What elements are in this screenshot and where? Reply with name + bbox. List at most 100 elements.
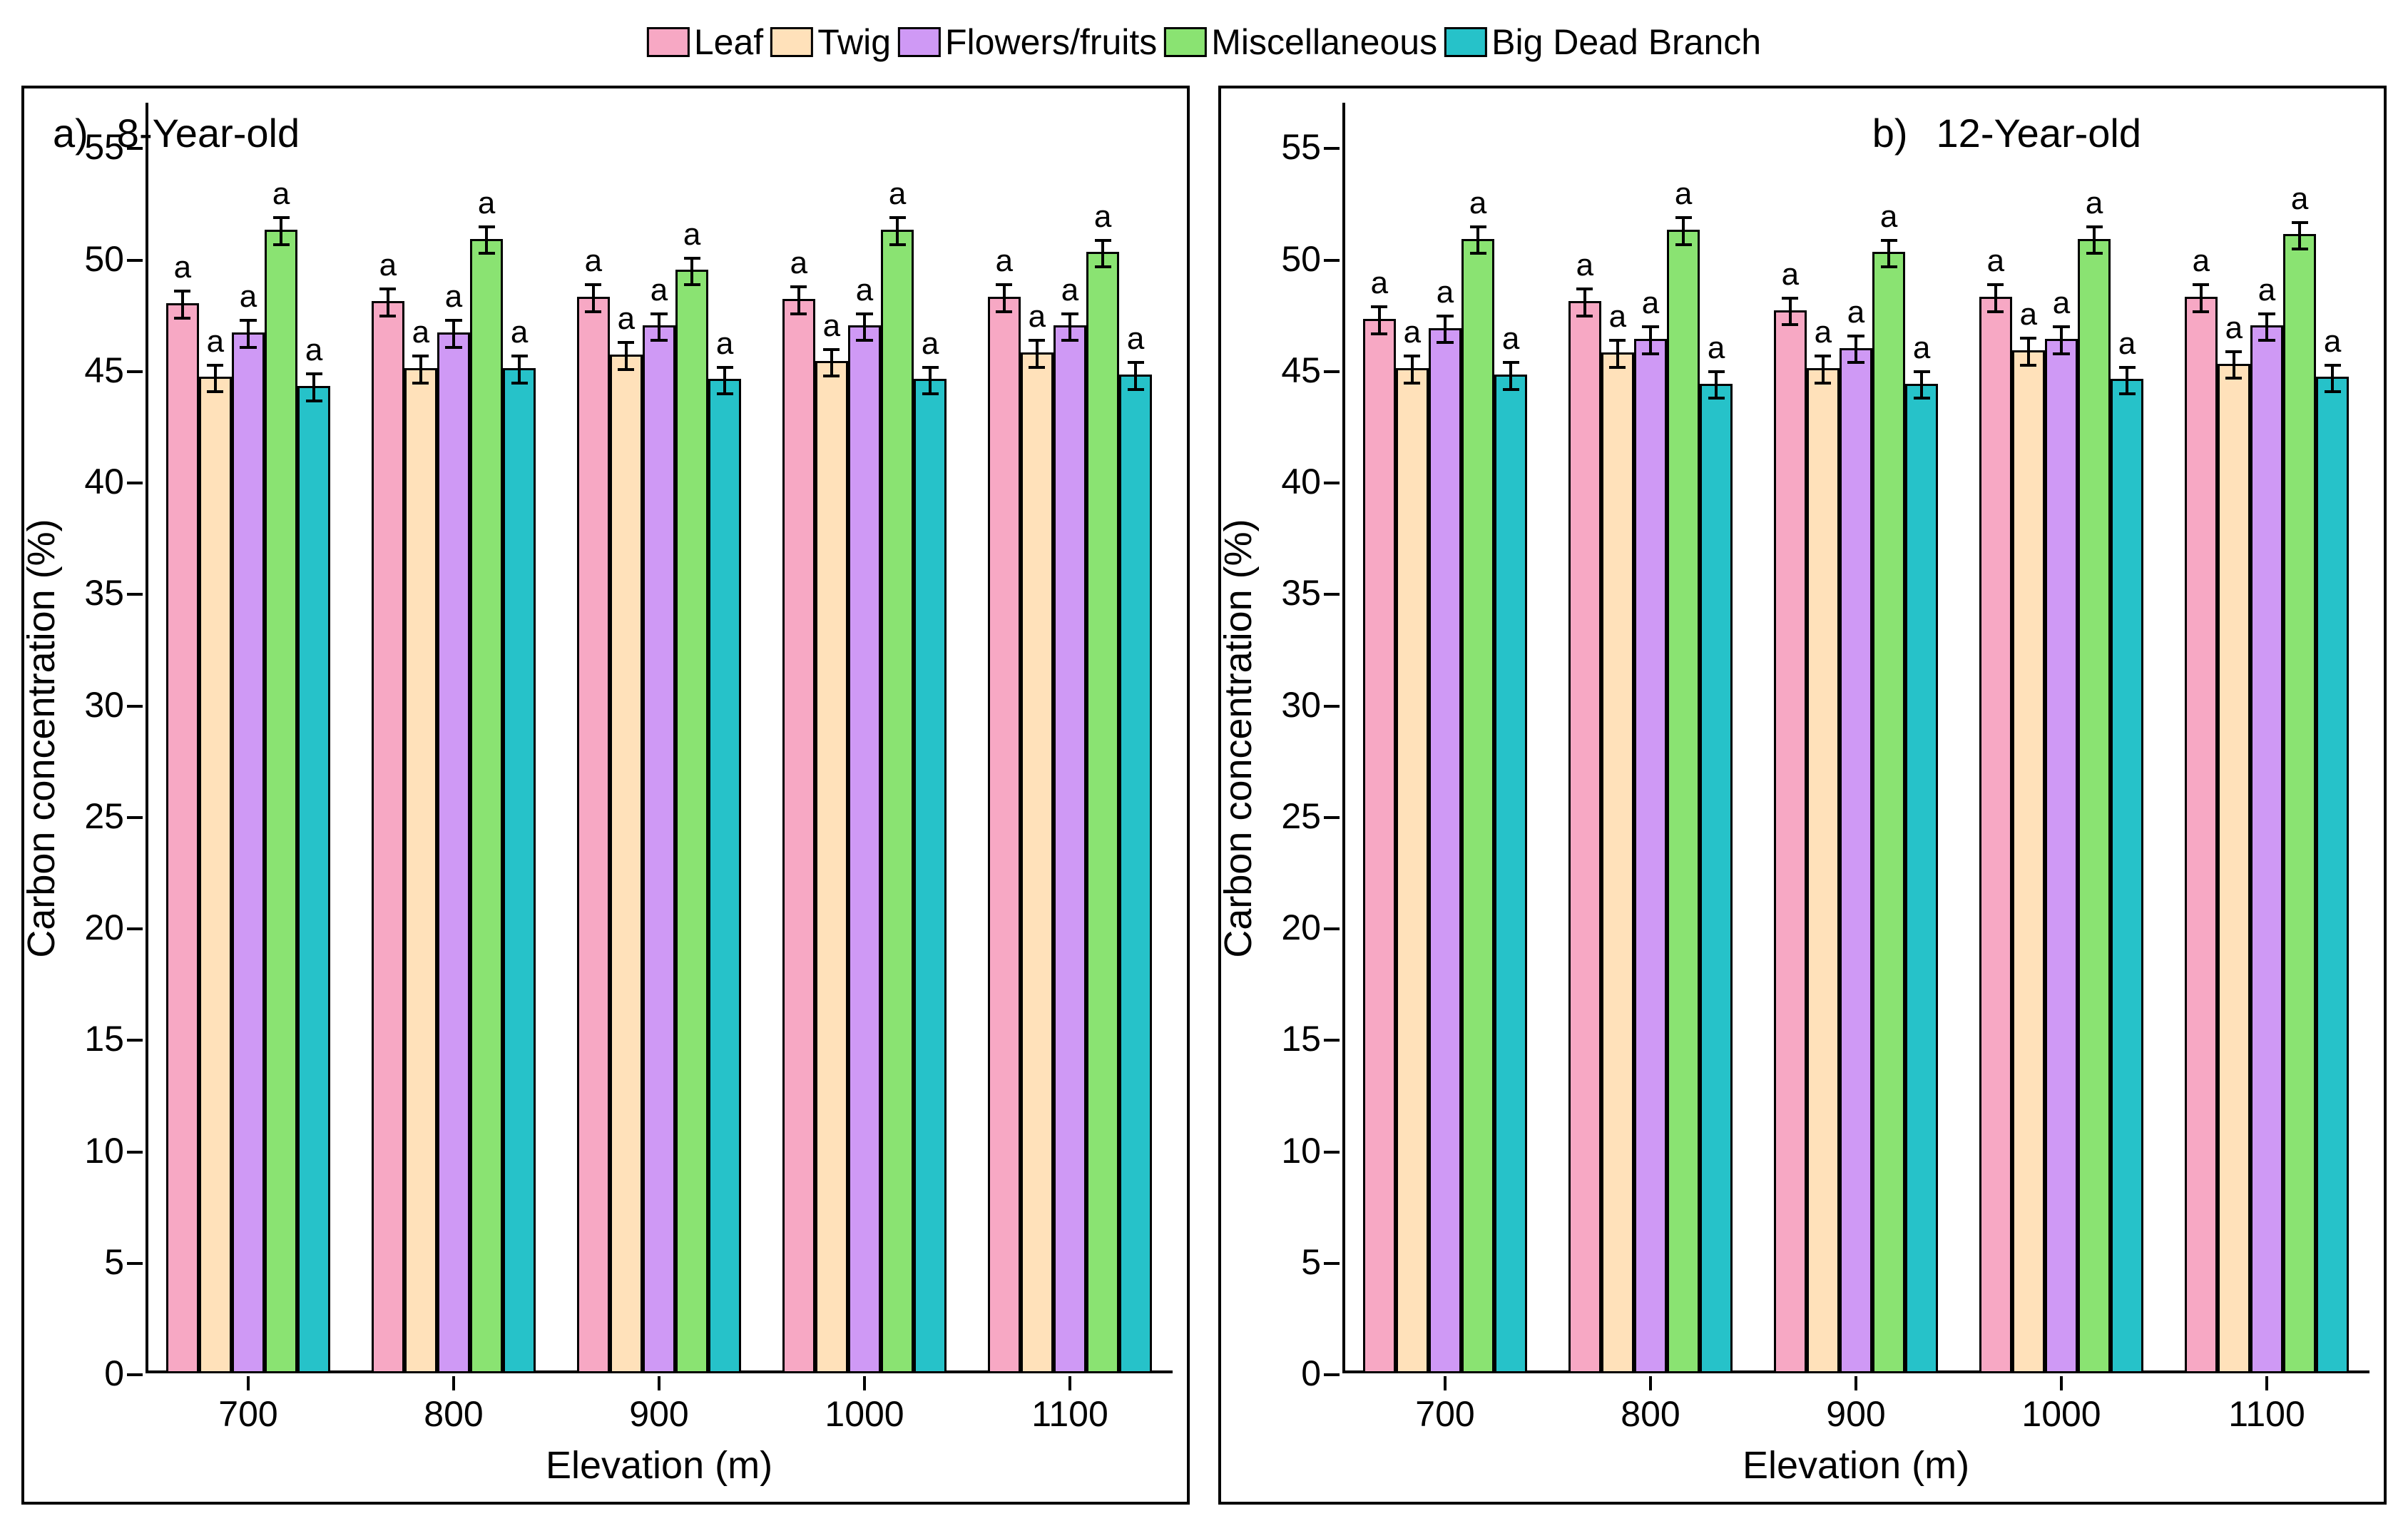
significance-label: a (2118, 326, 2136, 362)
bar (2316, 377, 2349, 1373)
y-tick-label: 20 (1264, 907, 1321, 948)
bar (675, 270, 708, 1373)
significance-label: a (240, 279, 257, 315)
bar (372, 301, 404, 1373)
error-cap (1675, 216, 1692, 219)
error-cap (684, 283, 700, 286)
error-cap (1404, 355, 1420, 357)
y-tick (127, 1262, 143, 1265)
error-bar (214, 364, 217, 390)
error-bar (1920, 370, 1923, 397)
significance-label: a (207, 324, 224, 360)
significance-label: a (445, 279, 462, 315)
significance-label: a (1061, 273, 1078, 308)
bar (708, 379, 741, 1373)
bar (470, 239, 503, 1373)
y-tick (127, 147, 143, 150)
y-tick (127, 816, 143, 819)
bar (2078, 239, 2111, 1373)
significance-label: a (2291, 181, 2308, 217)
error-cap (585, 310, 601, 313)
error-bar (863, 312, 866, 339)
x-tick-label: 1100 (1031, 1393, 1108, 1435)
significance-label: a (2193, 243, 2210, 279)
y-tick-label: 35 (1264, 572, 1321, 614)
error-cap (2258, 312, 2275, 315)
significance-label: a (305, 332, 322, 368)
significance-label: a (922, 326, 939, 362)
error-bar (1444, 315, 1447, 341)
y-tick-label: 45 (1264, 350, 1321, 391)
bar (1396, 368, 1429, 1373)
error-cap (2325, 390, 2341, 393)
error-cap (790, 312, 807, 315)
error-cap (273, 216, 290, 219)
y-tick-label: 10 (1264, 1130, 1321, 1171)
bar (1119, 375, 1152, 1373)
y-tick (127, 370, 143, 373)
error-cap (1061, 312, 1078, 315)
bar (404, 368, 437, 1373)
significance-label: a (1371, 265, 1388, 301)
error-bar (1822, 355, 1825, 381)
significance-label: a (2258, 273, 2275, 308)
legend-item: Twig (770, 21, 891, 63)
bar (2218, 364, 2250, 1373)
legend-item: Leaf (647, 21, 763, 63)
legend-swatch (647, 27, 690, 57)
error-cap (1782, 323, 1798, 326)
x-tick (863, 1376, 866, 1390)
error-cap (996, 310, 1012, 313)
y-axis-label: Carbon concentration (%) (19, 519, 63, 957)
legend-swatch (1164, 27, 1207, 57)
bar (1840, 348, 1872, 1373)
bar (1363, 319, 1396, 1373)
legend-label: Flowers/fruits (945, 21, 1157, 63)
error-bar (1994, 283, 1997, 310)
error-cap (2258, 339, 2275, 342)
y-tick-label: 25 (67, 795, 124, 837)
bar (1568, 301, 1601, 1373)
error-bar (2027, 337, 2030, 363)
y-tick-label: 55 (1264, 126, 1321, 168)
error-cap (306, 400, 322, 402)
error-cap (1061, 339, 1078, 342)
error-cap (511, 355, 528, 357)
significance-label: a (1987, 243, 2004, 279)
error-cap (1609, 366, 1626, 369)
legend-label: Big Dead Branch (1491, 21, 1761, 63)
panel: a)8-Year-old0510152025303540455055Carbon… (21, 86, 1190, 1505)
error-cap (651, 339, 667, 342)
y-axis-label: Carbon concentration (%) (1216, 519, 1260, 957)
bar (1700, 384, 1733, 1373)
error-bar (1649, 325, 1652, 352)
error-cap (445, 319, 461, 322)
y-tick (1324, 482, 1340, 484)
significance-label: a (1675, 176, 1692, 212)
y-tick (1324, 705, 1340, 708)
error-cap (1642, 325, 1658, 328)
x-tick-label: 900 (629, 1393, 688, 1435)
x-tick-label: 1000 (2021, 1393, 2101, 1435)
error-bar (690, 257, 693, 283)
error-cap (889, 216, 906, 219)
error-cap (207, 390, 223, 393)
error-cap (1404, 382, 1420, 385)
error-cap (379, 288, 396, 290)
error-bar (1036, 339, 1039, 365)
y-tick-label: 30 (67, 684, 124, 726)
y-tick (127, 1373, 143, 1376)
error-cap (1437, 315, 1453, 317)
y-tick (1324, 370, 1340, 373)
error-cap (412, 355, 429, 357)
error-cap (922, 366, 939, 369)
error-bar (929, 366, 932, 392)
x-tick (247, 1376, 250, 1390)
error-bar (1134, 361, 1137, 387)
y-tick (1324, 259, 1340, 262)
legend: LeafTwigFlowers/fruitsMiscellaneousBig D… (647, 21, 1761, 63)
error-cap (1503, 388, 1519, 391)
error-cap (240, 346, 256, 349)
bar (1905, 384, 1938, 1373)
error-bar (2233, 350, 2235, 377)
